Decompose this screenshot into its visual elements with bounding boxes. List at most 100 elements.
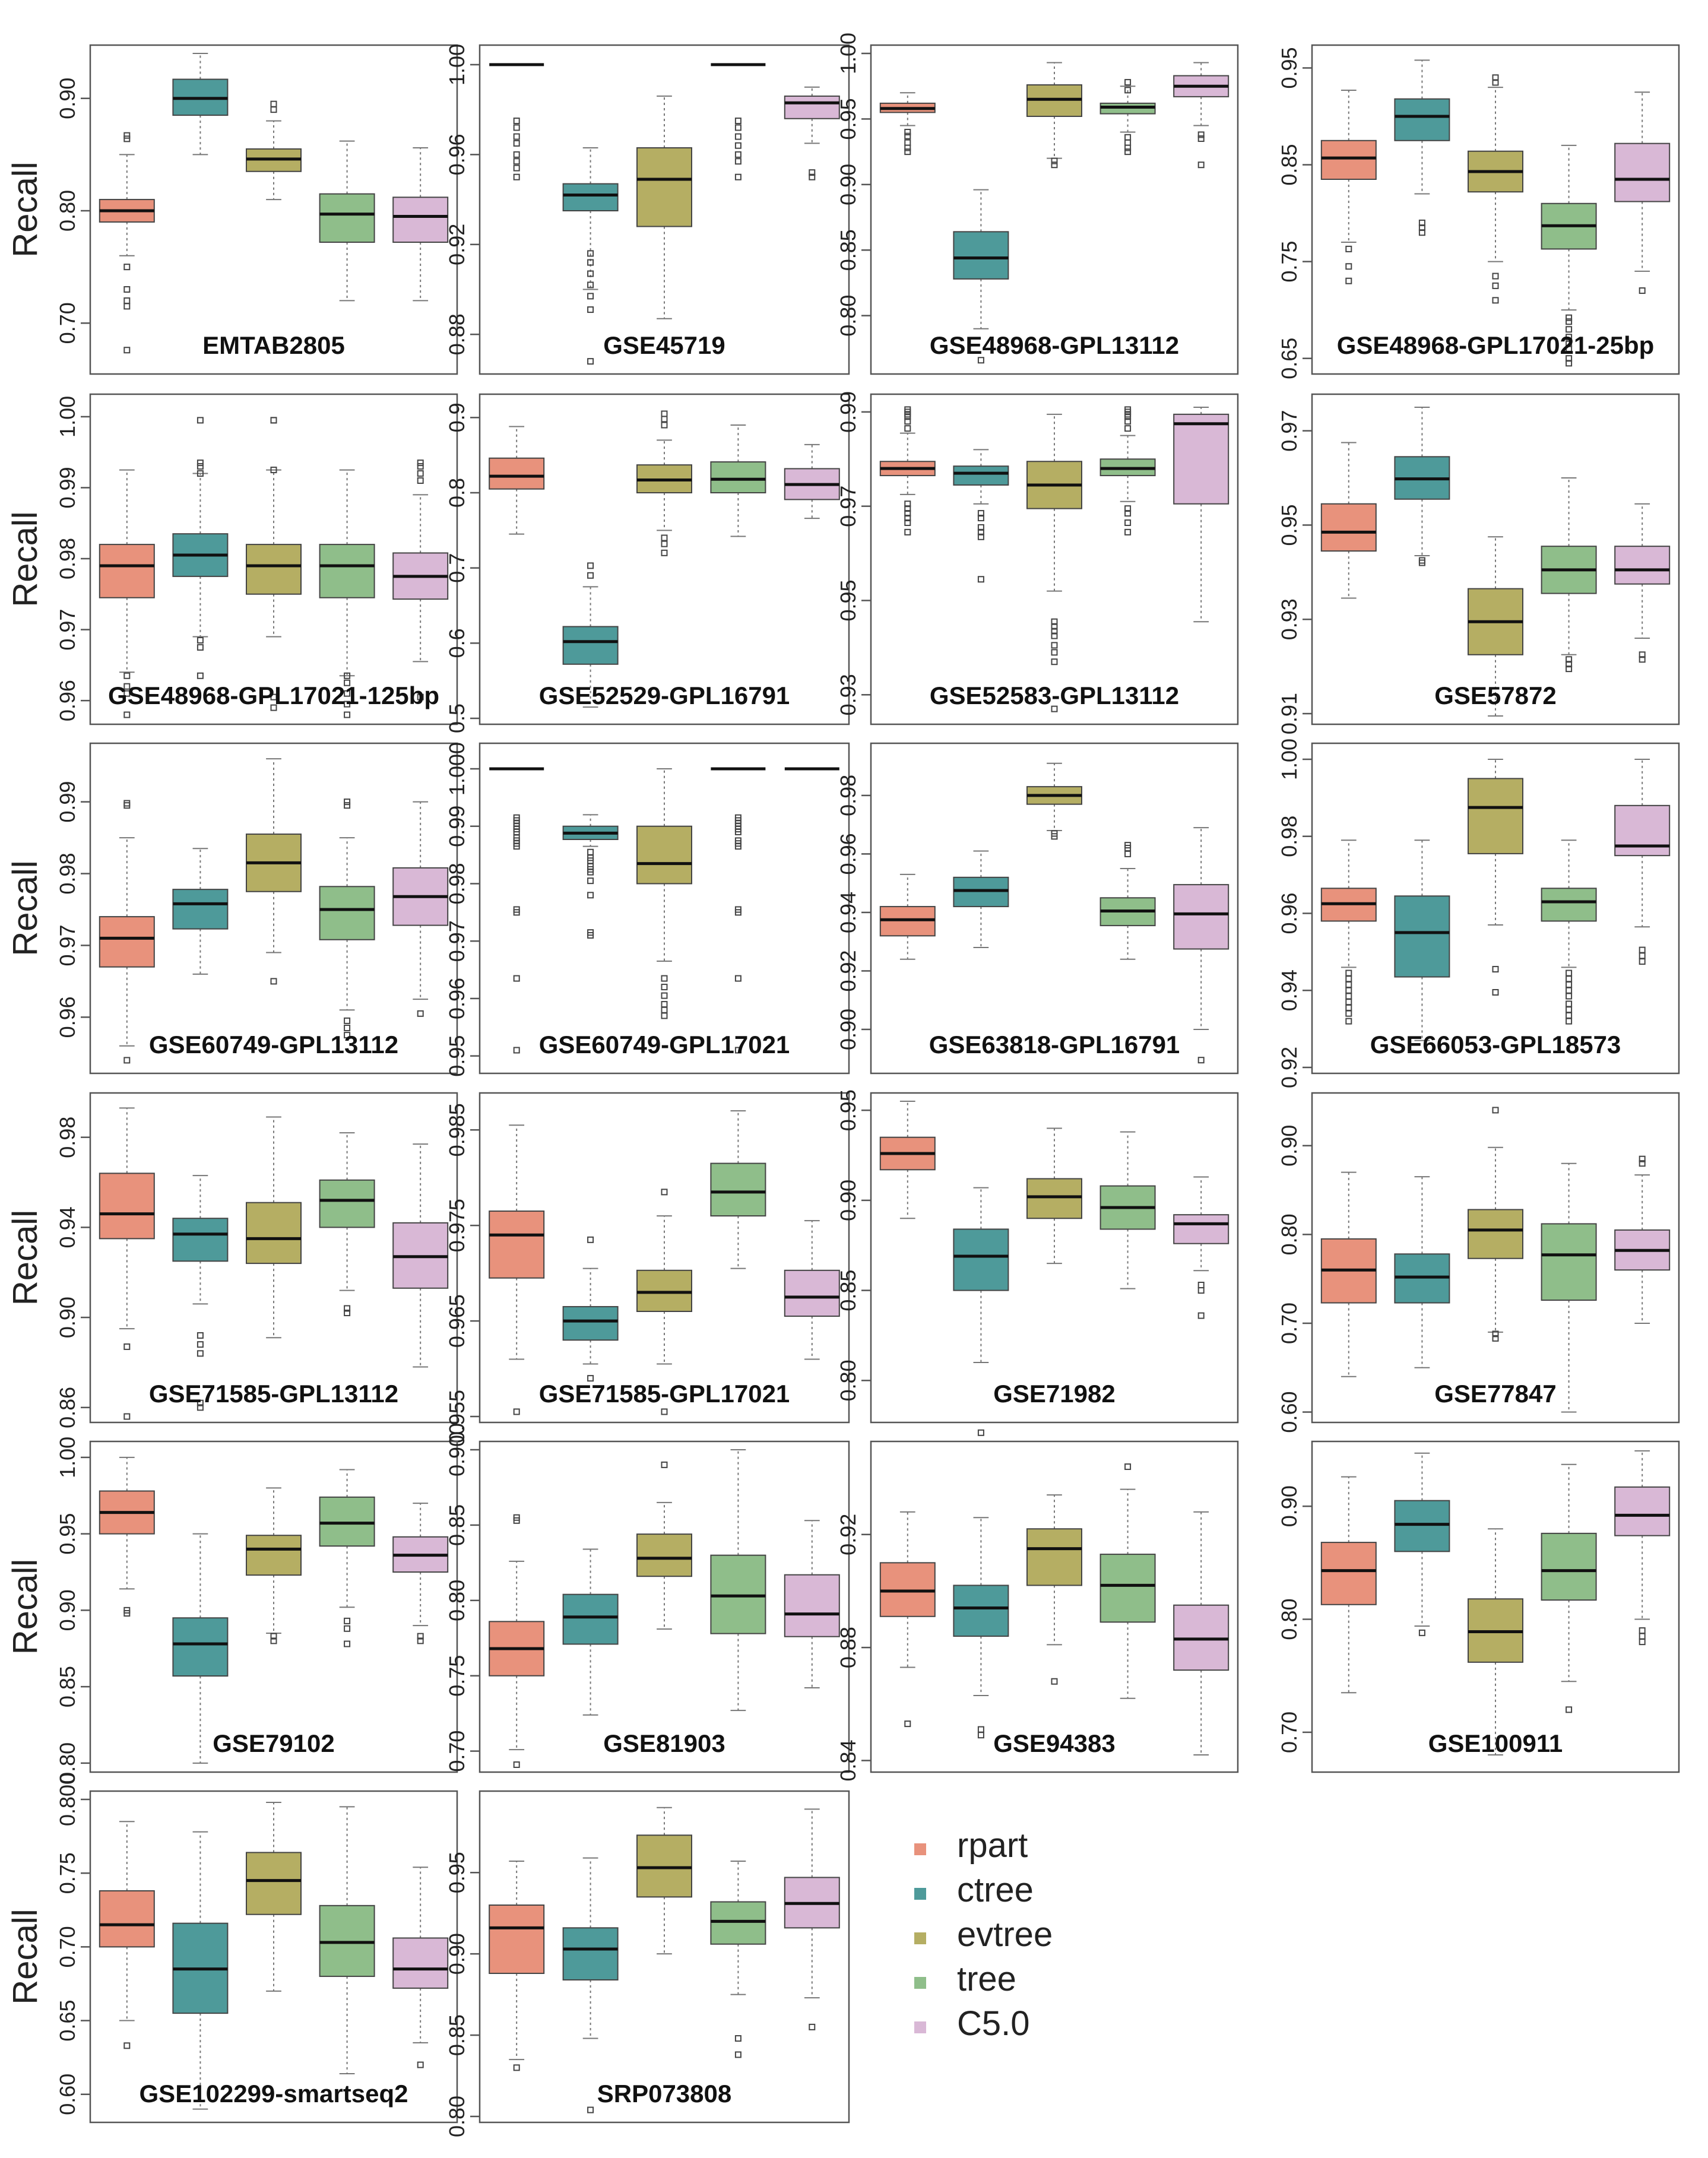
outlier-point <box>1051 649 1058 656</box>
box-rpart <box>489 1514 545 1768</box>
box-iqr <box>710 461 766 493</box>
box-iqr <box>1394 98 1450 141</box>
outlier-point <box>587 281 594 289</box>
box-tree <box>710 1861 766 2058</box>
outlier-point <box>587 848 594 855</box>
outlier-point <box>1345 987 1352 994</box>
legend-item-evtree: evtree <box>914 1915 1053 1954</box>
outlier-point <box>661 422 668 429</box>
y-tick-label: 0.98 <box>55 538 80 579</box>
legend-label-ctree: ctree <box>957 1871 1034 1909</box>
y-tick-label: 0.975 <box>445 1199 469 1252</box>
outlier-point <box>1051 833 1058 840</box>
outlier-point <box>1639 946 1646 953</box>
outlier-point <box>734 151 741 158</box>
outlier-point <box>977 1732 984 1739</box>
outlier-point <box>1566 314 1573 321</box>
panel-title: GSE63818-GPL16791 <box>929 1031 1180 1059</box>
outlier-point <box>417 693 424 701</box>
outlier-point <box>344 1025 351 1031</box>
outlier-point <box>1051 705 1058 712</box>
y-tick-label: 0.75 <box>445 1655 469 1697</box>
panel-title: GSE94383 <box>993 1729 1116 1757</box>
box-iqr <box>99 1890 155 1948</box>
panel-gse48968-gpl17021-125bp: 0.96 0.97 0.98 0.99 1.00 Recall GSE48968-GPL17… <box>6 393 458 725</box>
y-tick-label: 0.92 <box>1277 1047 1301 1088</box>
outlier-point <box>904 148 911 156</box>
outlier-point <box>1566 975 1573 983</box>
outlier-point <box>734 142 741 149</box>
y-tick-label: 0.98 <box>1277 816 1301 857</box>
box-iqr <box>246 544 302 595</box>
box-c5-0 <box>1173 1176 1229 1319</box>
panel-frame <box>479 1440 850 1773</box>
box-iqr <box>246 1202 302 1265</box>
outlier-point <box>513 975 520 982</box>
box-rpart <box>99 469 155 718</box>
outlier-point <box>123 683 131 690</box>
y-tick-label: 0.985 <box>445 1103 469 1156</box>
outlier-point <box>734 158 741 165</box>
outlier-point <box>661 984 668 991</box>
outlier-point <box>904 139 911 146</box>
outlier-point <box>1345 975 1352 983</box>
y-tick-label: 0.94 <box>55 1206 80 1248</box>
panel-gse45719: 0.88 0.92 0.96 1.00 GSE45719 <box>445 44 850 375</box>
outlier-point <box>1566 1706 1573 1713</box>
y-tick-label: 0.85 <box>445 1504 469 1546</box>
outlier-point <box>977 1429 984 1436</box>
panel-srp073808: 0.80 0.85 0.90 0.95 SRP073808 <box>445 1790 850 2137</box>
outlier-point <box>661 549 668 556</box>
box-ctree <box>953 1187 1009 1436</box>
outlier-point <box>513 1408 520 1415</box>
outlier-point <box>344 1625 351 1632</box>
panel-frame <box>89 1440 458 1773</box>
panel-frame <box>870 1092 1239 1424</box>
box-evtree <box>1468 74 1523 304</box>
box-evtree <box>636 768 692 1019</box>
box-evtree <box>636 95 692 319</box>
outlier-point <box>1197 1312 1205 1319</box>
outlier-point <box>1345 993 1352 1000</box>
outlier-point <box>734 133 741 140</box>
box-evtree <box>1468 1528 1523 1755</box>
box-iqr <box>953 1585 1009 1637</box>
box-evtree <box>1026 413 1082 712</box>
box-evtree <box>1468 536 1523 717</box>
panel-gse81903: 0.70 0.75 0.80 0.85 0.900 GSE81903 <box>445 1423 850 1773</box>
outlier-point <box>344 1640 351 1647</box>
outlier-point <box>587 2106 594 2113</box>
outlier-point <box>1345 981 1352 988</box>
outlier-point <box>977 1726 984 1733</box>
y-tick-label: 0.80 <box>836 295 860 337</box>
legend-label-c50: C5.0 <box>957 2004 1030 2043</box>
outlier-point <box>904 505 911 512</box>
box-tree <box>1099 842 1156 960</box>
y-tick-label: 0.6 <box>445 628 469 658</box>
outlier-point <box>197 1332 204 1339</box>
outlier-point <box>1566 981 1573 988</box>
box-tree <box>319 1132 375 1317</box>
outlier-point <box>344 802 351 809</box>
y-tick-label: 0.80 <box>1277 1598 1301 1640</box>
box-tree <box>1541 477 1597 673</box>
outlier-point <box>1197 131 1205 138</box>
panel-title: GSE102299-smartseq2 <box>140 2080 408 2108</box>
outlier-point <box>1566 969 1573 977</box>
box-iqr <box>1541 888 1597 922</box>
box-iqr <box>953 231 1009 280</box>
legend: rpart ctree evtree tree C5.0 <box>914 1826 1053 2043</box>
box-rpart <box>99 132 155 354</box>
y-tick-label: 0.84 <box>836 1739 860 1781</box>
panel-frame <box>1311 44 1680 375</box>
box-c5-0 <box>784 1808 840 2030</box>
y-tick-label: 0.98 <box>836 775 860 816</box>
panel-gse48968-gpl17021-25bp: 0.65 0.75 0.85 0.95 GSE48968-GPL17021-25bp <box>1277 44 1680 379</box>
outlier-point <box>661 1408 668 1415</box>
box-ctree <box>1394 406 1450 566</box>
panel-frame <box>870 742 1239 1075</box>
box-tree <box>319 469 375 718</box>
panel-gse66053-gpl18573: 0.92 0.94 0.96 0.98 1.00 GSE66053-GPL18573 <box>1277 739 1680 1088</box>
outlier-point <box>1345 1018 1352 1025</box>
